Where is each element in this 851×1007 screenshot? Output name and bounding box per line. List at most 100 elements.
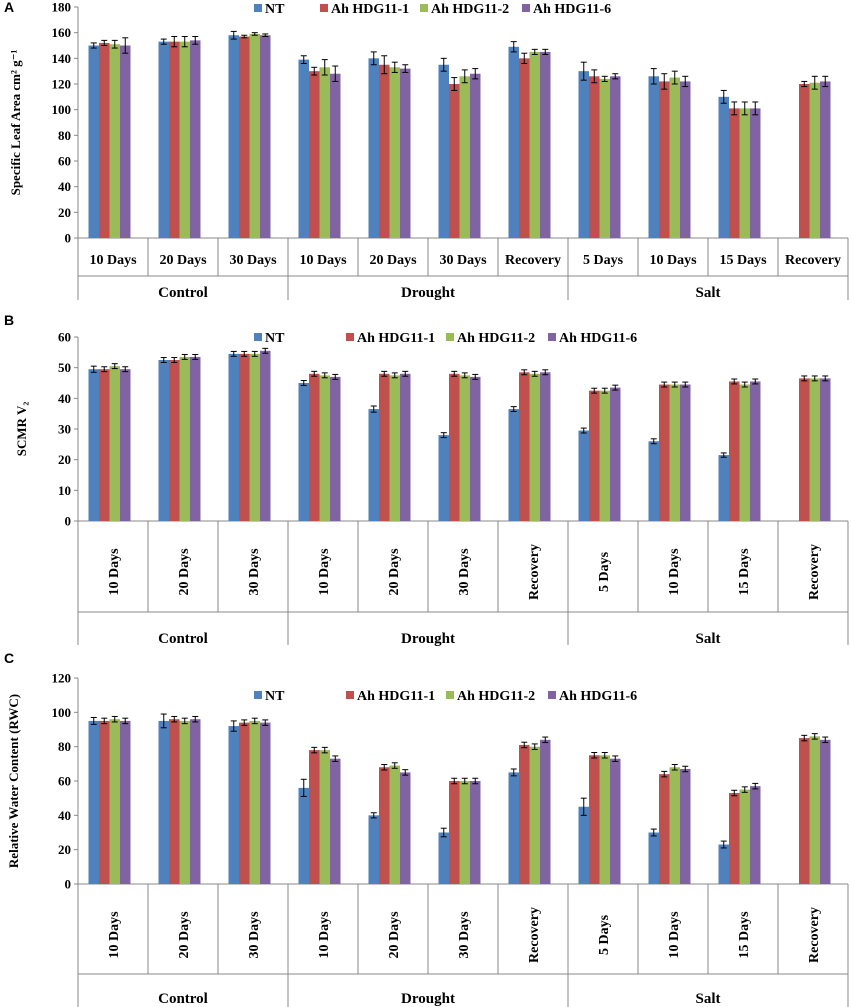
bar-ah-hdg11-1-2: [239, 36, 250, 238]
bar-ah-hdg11-1-1: [169, 719, 180, 884]
category-label-10-days: 10 Days: [667, 548, 682, 596]
legend-label-ah-hdg11-6: Ah HDG11-6: [559, 689, 637, 704]
bar-ah-hdg11-2-2: [249, 720, 260, 884]
legend-swatch-ah-hdg11-6: [522, 4, 530, 12]
category-label-5-days: 5 Days: [597, 914, 612, 955]
bar-ah-hdg11-2-4: [389, 375, 400, 521]
y-tick-label: 120: [52, 671, 72, 686]
category-label-20-days: 20 Days: [177, 911, 192, 959]
group-label-drought: Drought: [401, 991, 455, 1007]
bar-ah-hdg11-2-1: [179, 356, 190, 521]
bar-nt-9: [718, 844, 729, 884]
bar-ah-hdg11-2-3: [319, 67, 330, 238]
legend-label-ah-hdg11-1: Ah HDG11-1: [357, 689, 435, 704]
category-label-recovery: Recovery: [527, 907, 542, 963]
category-label-30-days: 30 Days: [457, 548, 472, 596]
bar-nt-2: [228, 35, 239, 239]
legend-swatch-ah-hdg11-6: [548, 691, 556, 699]
bar-nt-4: [368, 409, 379, 521]
y-axis-title: Specific Leaf Area cm² g⁻¹: [8, 49, 23, 195]
category-label-15-days: 15 Days: [719, 253, 767, 268]
y-tick-label: 80: [58, 128, 71, 143]
y-tick-label: 10: [58, 483, 71, 498]
group-label-drought: Drought: [401, 285, 455, 301]
bar-nt-9: [718, 455, 729, 521]
bar-ah-hdg11-6-6: [540, 51, 551, 238]
legend-swatch-ah-hdg11-1: [346, 691, 354, 699]
bar-ah-hdg11-2-3: [319, 375, 330, 521]
bar-ah-hdg11-6-8: [680, 768, 691, 884]
bar-nt-1: [158, 720, 169, 884]
bar-ah-hdg11-6-7: [610, 387, 621, 521]
bar-ah-hdg11-1-0: [99, 369, 110, 521]
bar-ah-hdg11-6-5: [470, 73, 481, 238]
chart-panel-b: B 0 10 20 30 40 50 60 SCMR V₂ 10 Days 20 Days 30 Da…: [4, 312, 849, 647]
y-tick-label: 40: [58, 808, 71, 823]
bar-ah-hdg11-2-5: [459, 781, 470, 884]
bar-ah-hdg11-1-3: [309, 373, 320, 521]
bar-nt-1: [158, 41, 169, 239]
bar-ah-hdg11-1-9: [729, 108, 740, 238]
bar-ah-hdg11-2-2: [249, 353, 260, 521]
legend-swatch-ah-hdg11-2: [420, 4, 428, 12]
category-label-10-days: 10 Days: [667, 911, 682, 959]
bar-ah-hdg11-6-8: [680, 384, 691, 521]
legend-label-ah-hdg11-2: Ah HDG11-2: [431, 2, 509, 17]
bar-ah-hdg11-6-0: [120, 369, 131, 521]
y-tick-label: 100: [52, 705, 72, 720]
category-label-recovery: Recovery: [527, 544, 542, 600]
category-label-30-days: 30 Days: [247, 548, 262, 596]
group-label-control: Control: [158, 991, 208, 1007]
bar-ah-hdg11-6-9: [750, 786, 761, 884]
bar-nt-9: [718, 96, 729, 238]
panel-label: A: [4, 0, 14, 15]
group-label-salt: Salt: [695, 991, 720, 1007]
category-label-5-days: 5 Days: [597, 551, 612, 592]
bar-ah-hdg11-6-6: [540, 739, 551, 884]
y-tick-label: 60: [58, 774, 71, 789]
bar-ah-hdg11-1-2: [239, 353, 250, 521]
bar-ah-hdg11-6-9: [750, 381, 761, 521]
bar-ah-hdg11-6-5: [470, 781, 481, 884]
legend-label-nt: NT: [265, 331, 285, 346]
bar-ah-hdg11-2-3: [319, 750, 330, 884]
bar-ah-hdg11-2-9: [739, 384, 750, 521]
category-label-30-days: 30 Days: [247, 911, 262, 959]
bar-ah-hdg11-1-7: [589, 755, 600, 884]
bar-ah-hdg11-1-5: [449, 373, 460, 521]
bar-ah-hdg11-2-0: [109, 366, 120, 521]
bar-nt-4: [368, 58, 379, 238]
bar-ah-hdg11-6-7: [610, 758, 621, 884]
bar-ah-hdg11-6-4: [400, 772, 411, 884]
bar-nt-5: [438, 435, 449, 521]
bar-ah-hdg11-1-8: [659, 384, 670, 521]
bar-ah-hdg11-6-2: [260, 722, 271, 884]
bar-ah-hdg11-6-2: [260, 350, 271, 521]
bar-ah-hdg11-2-5: [459, 375, 470, 521]
category-label-10-days: 10 Days: [299, 253, 347, 268]
category-label-30-days: 30 Days: [457, 911, 472, 959]
y-tick-label: 30: [58, 422, 71, 437]
bar-ah-hdg11-2-9: [739, 789, 750, 884]
y-tick-label: 100: [52, 102, 72, 117]
legend-label-nt: NT: [265, 2, 285, 17]
bar-ah-hdg11-2-0: [109, 44, 120, 238]
group-label-salt: Salt: [695, 631, 720, 647]
bar-ah-hdg11-6-3: [330, 73, 341, 238]
bar-ah-hdg11-1-1: [169, 360, 180, 521]
bar-nt-5: [438, 832, 449, 884]
category-label-20-days: 20 Days: [159, 253, 207, 268]
bar-nt-6: [508, 772, 519, 884]
bar-ah-hdg11-2-10: [809, 378, 820, 521]
y-tick-label: 20: [58, 452, 71, 467]
bar-ah-hdg11-6-4: [400, 373, 411, 521]
bar-ah-hdg11-2-1: [179, 41, 190, 239]
panel-label: C: [4, 650, 14, 666]
bar-ah-hdg11-2-9: [739, 108, 750, 238]
bar-ah-hdg11-2-1: [179, 720, 190, 884]
legend-label-ah-hdg11-6: Ah HDG11-6: [533, 2, 611, 17]
bar-nt-0: [88, 369, 99, 521]
bar-ah-hdg11-1-8: [659, 81, 670, 239]
bar-ah-hdg11-1-1: [169, 41, 180, 239]
